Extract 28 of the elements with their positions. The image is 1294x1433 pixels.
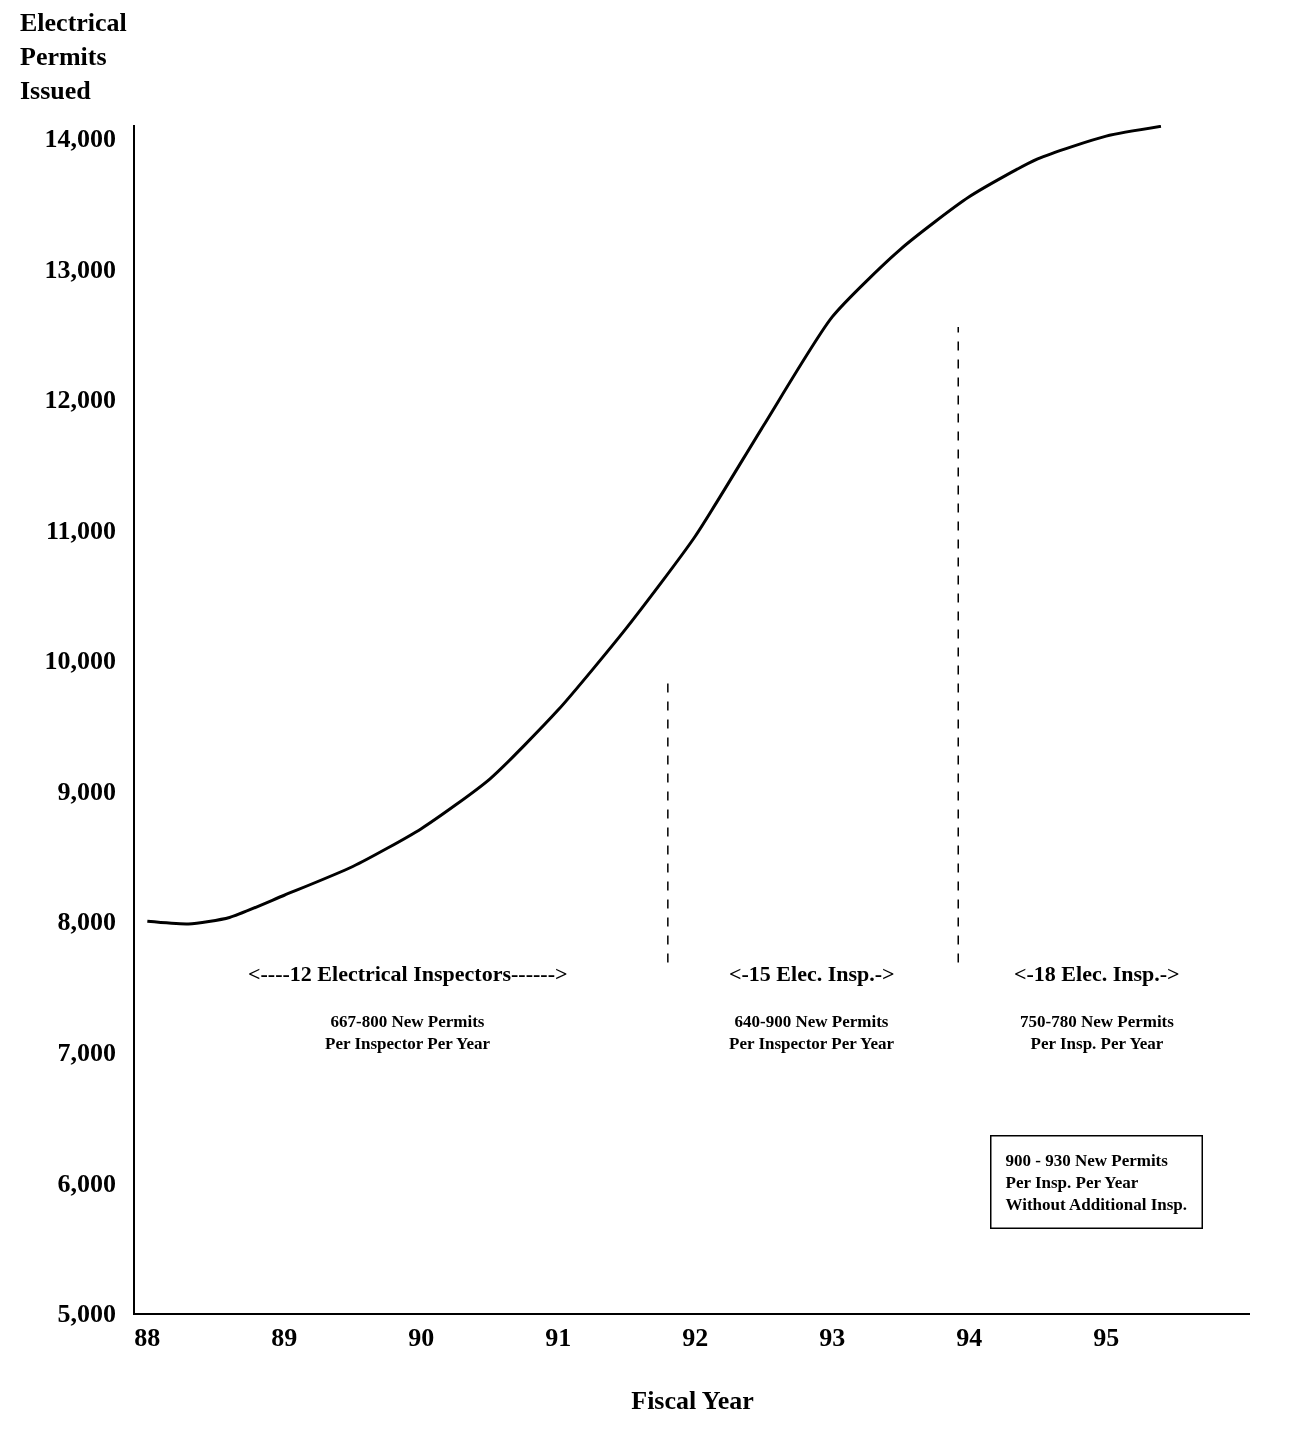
y-tick-label: 14,000	[44, 124, 117, 154]
annotation: 667-800 New Permits Per Inspector Per Year	[325, 1012, 491, 1054]
x-tick-label: 91	[545, 1322, 572, 1352]
annotation: 640-900 New Permits Per Inspector Per Year	[729, 1012, 895, 1054]
y-axis-title: Electrical Permits Issued	[20, 8, 127, 105]
line-series	[145, 125, 1163, 926]
x-tick-label: 92	[682, 1322, 709, 1352]
x-tick-label: 94	[956, 1322, 983, 1352]
y-tick-label: 10,000	[44, 646, 117, 676]
y-tick-label: 12,000	[44, 385, 117, 415]
x-tick-label: 88	[134, 1322, 161, 1352]
annotation: <----12 Electrical Inspectors------>	[248, 961, 568, 986]
annotation: <-18 Elec. Insp.->	[1014, 961, 1180, 986]
x-tick-label: 95	[1093, 1322, 1120, 1352]
x-axis-title: Fiscal Year	[631, 1386, 754, 1416]
y-tick-label: 5,000	[57, 1299, 117, 1329]
annotation: 750-780 New Permits Per Insp. Per Year	[1020, 1012, 1175, 1054]
x-tick-label: 90	[408, 1322, 435, 1352]
y-tick-label: 13,000	[44, 254, 117, 284]
x-tick-label: 89	[271, 1322, 298, 1352]
x-tick-label: 93	[819, 1322, 846, 1352]
y-tick-label: 6,000	[57, 1168, 117, 1198]
annotation: <-15 Elec. Insp.->	[729, 961, 895, 986]
y-tick-label: 8,000	[57, 907, 117, 937]
y-tick-label: 11,000	[45, 515, 117, 545]
annotation: 900 - 930 New Permits Per Insp. Per Year Without Additional Insp.	[1005, 1150, 1188, 1214]
y-tick-label: 9,000	[57, 776, 117, 806]
y-tick-label: 7,000	[57, 1038, 117, 1067]
